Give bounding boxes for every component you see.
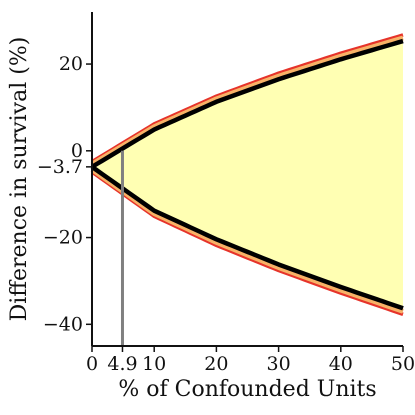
y-tick-label: 0 <box>71 140 83 162</box>
plot-area <box>90 33 404 346</box>
x-tick-label: 30 <box>267 353 291 375</box>
bounds-region <box>92 41 403 309</box>
upper-mid-band-line <box>90 35 404 167</box>
x-tick-label: 4.9 <box>107 353 137 375</box>
x-axis-title: % of Confounded Units <box>118 377 376 402</box>
x-tick-label: 10 <box>142 353 166 375</box>
upper-bound-line <box>90 38 404 169</box>
y-tick-label: −3.7 <box>37 156 83 178</box>
y-tick-label: 20 <box>59 53 83 75</box>
y-axis-title: Difference in survival (%) <box>7 37 32 322</box>
x-tick-label: 0 <box>86 353 98 375</box>
lower-mid-band-line <box>90 167 404 314</box>
y-tick-label: −20 <box>43 227 83 249</box>
y-tick-label: −40 <box>43 313 83 335</box>
x-tick-label: 40 <box>329 353 353 375</box>
x-tick-label: 50 <box>391 353 415 375</box>
lower-bound-line <box>90 165 404 311</box>
x-tick-label: 20 <box>204 353 228 375</box>
